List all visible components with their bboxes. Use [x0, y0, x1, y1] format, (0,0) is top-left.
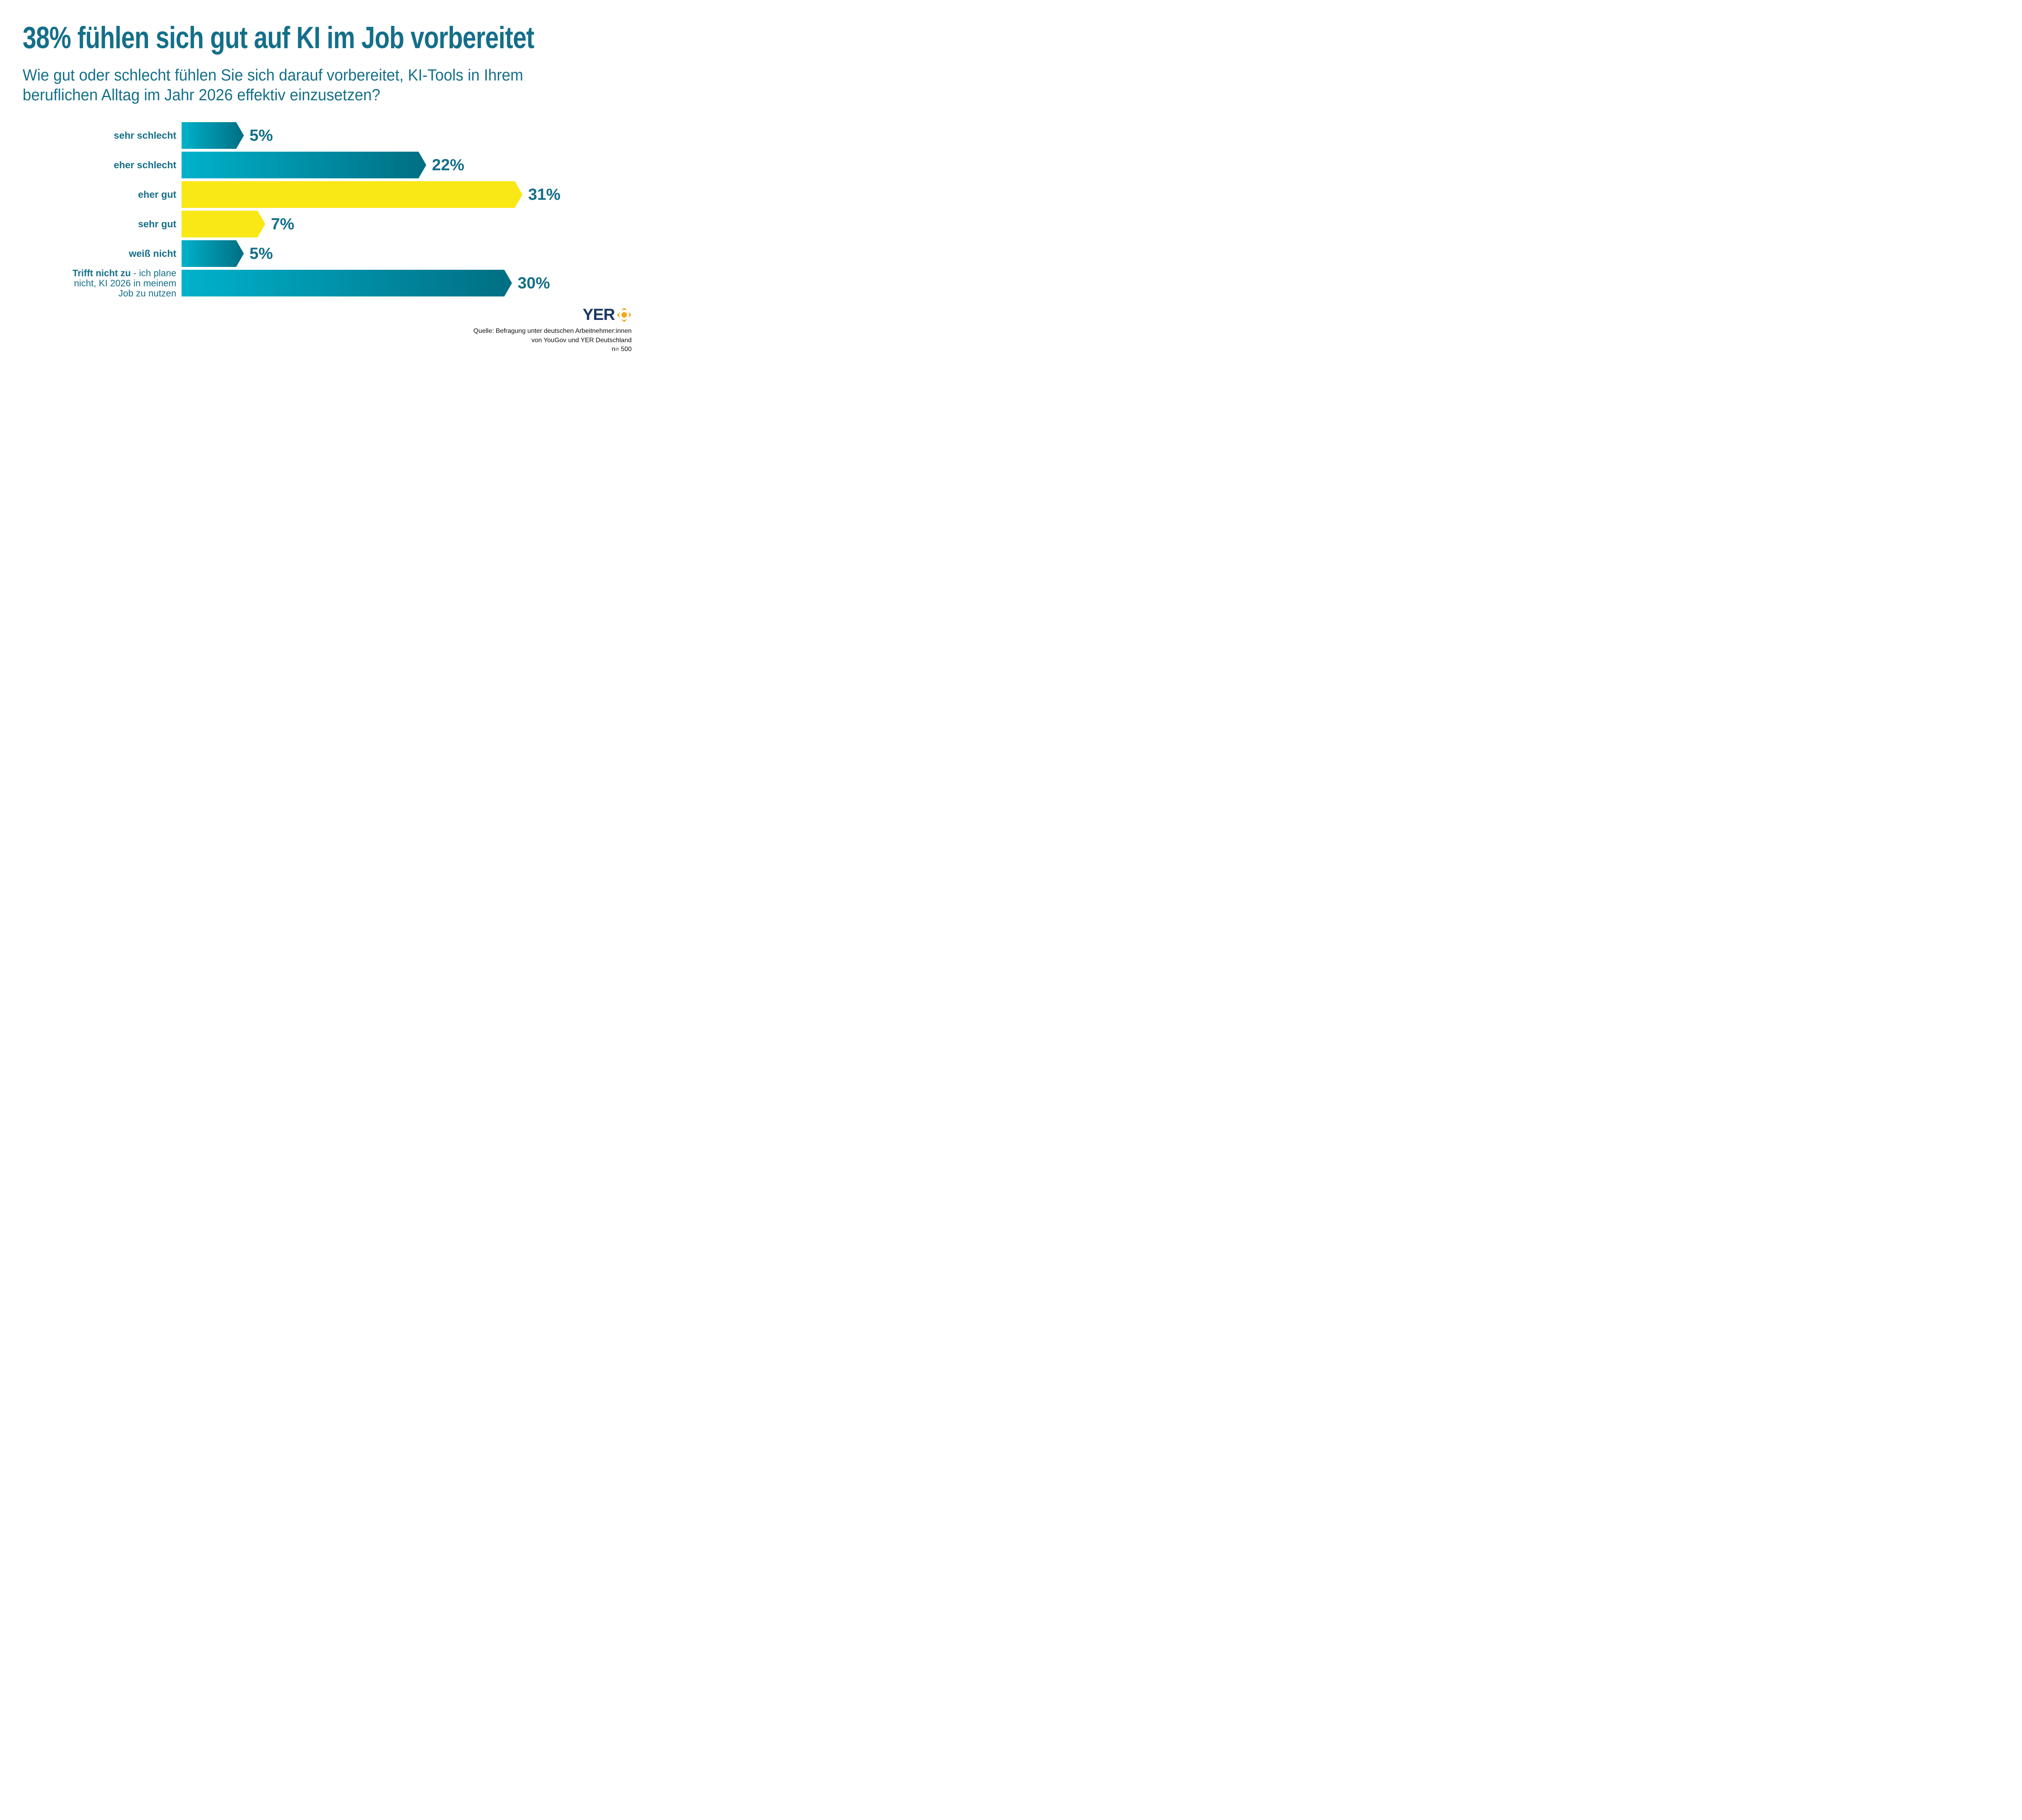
- category-label: Trifft nicht zu - ich plane nicht, KI 202…: [23, 268, 176, 298]
- category-label-line: Job zu nutzen: [118, 288, 176, 298]
- chart-row: eher schlecht 22%: [23, 152, 560, 178]
- category-label: eher schlecht: [23, 160, 176, 171]
- bar-value-label: 7%: [271, 215, 294, 233]
- category-label: weiß nicht: [23, 248, 176, 259]
- bar: [182, 152, 426, 178]
- bar-area: 5%: [182, 122, 273, 149]
- bar: [182, 122, 244, 149]
- source-note: Quelle: Befragung unter deutschen Arbeit…: [474, 327, 632, 354]
- category-label-line: eher schlecht: [114, 159, 176, 171]
- category-label-line: Trifft nicht zu - ich plane: [72, 267, 176, 278]
- bar-area: 30%: [182, 270, 550, 296]
- category-label-line: weiß nicht: [129, 248, 176, 259]
- bar: [182, 240, 244, 267]
- bar-area: 22%: [182, 152, 464, 178]
- category-label-line: nicht, KI 2026 in meinem: [74, 277, 176, 288]
- survey-question-line-2: beruflichen Alltag im Jahr 2026 effektiv…: [23, 86, 381, 104]
- bar-value-label: 30%: [518, 274, 550, 292]
- bar-value-label: 22%: [432, 156, 465, 174]
- category-label-line: eher gut: [138, 189, 176, 200]
- category-label-line: sehr gut: [138, 218, 176, 230]
- bar-area: 7%: [182, 211, 294, 237]
- source-line-2: von YouGov und YER Deutschland: [531, 336, 632, 344]
- bar: [182, 181, 522, 208]
- bar-value-label: 5%: [250, 244, 273, 262]
- page-title: 38% fühlen sich gut auf KI im Job vorber…: [23, 21, 534, 55]
- chart-row: weiß nicht 5%: [23, 240, 560, 267]
- chart-row: eher gut 31%: [23, 181, 560, 208]
- bar-chart: sehr schlecht 5% eher schlecht 22% eher gut 3…: [23, 122, 560, 299]
- bar: [182, 211, 265, 237]
- survey-question: Wie gut oder schlecht fühlen Sie sich da…: [23, 66, 523, 105]
- bar-value-label: 31%: [528, 185, 561, 203]
- category-label: eher gut: [23, 189, 176, 200]
- yer-logo: YER: [583, 306, 632, 324]
- chart-rows: sehr schlecht 5% eher schlecht 22% eher gut 3…: [23, 122, 560, 298]
- chart-row: sehr gut 7%: [23, 211, 560, 237]
- chart-row: sehr schlecht 5%: [23, 122, 560, 149]
- source-line-1: Quelle: Befragung unter deutschen Arbeit…: [473, 328, 632, 334]
- infographic-page: 38% fühlen sich gut auf KI im Job vorber…: [0, 0, 647, 364]
- source-line-3: n= 500: [611, 346, 632, 353]
- category-label: sehr schlecht: [23, 130, 176, 141]
- compass-sun-icon: [617, 307, 632, 322]
- yer-logo-wordmark: YER: [582, 306, 615, 324]
- bar-area: 5%: [182, 240, 273, 267]
- category-label-line: sehr schlecht: [114, 130, 176, 141]
- survey-question-line-1: Wie gut oder schlecht fühlen Sie sich da…: [23, 66, 523, 84]
- chart-row: Trifft nicht zu - ich plane nicht, KI 202…: [23, 268, 560, 298]
- bar-value-label: 5%: [250, 126, 273, 144]
- bar-area: 31%: [182, 181, 560, 208]
- category-label: sehr gut: [23, 219, 176, 230]
- bar: [182, 270, 512, 296]
